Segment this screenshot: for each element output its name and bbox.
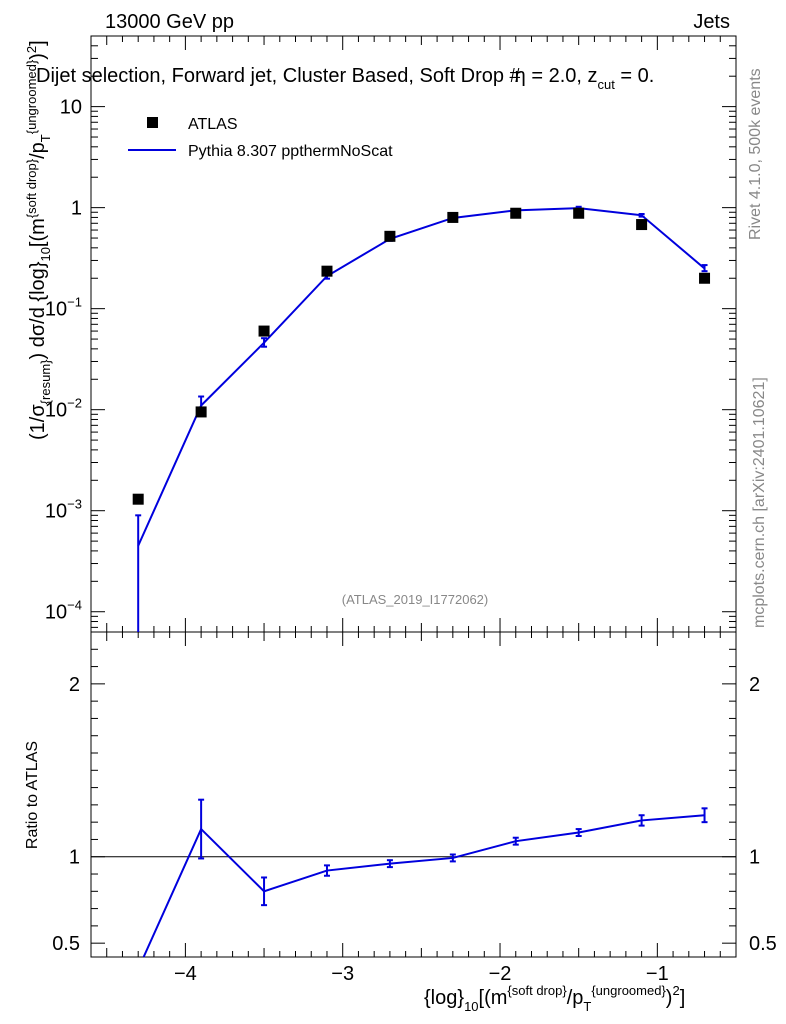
atlas-data-point (384, 230, 396, 242)
ratio-y-tick-label: 1 (69, 847, 80, 869)
mc-series-line (137, 207, 706, 547)
ratio-y-tick-label-right: 1 (749, 847, 760, 869)
atlas-data-point (699, 272, 711, 284)
atlas-data-point (573, 207, 585, 219)
ratio-y-ticks (91, 648, 736, 944)
ratio-x-ticks (90, 632, 737, 957)
main-y-tick-label: 10−4 (45, 598, 82, 624)
atlas-data-point (510, 207, 522, 219)
atlas-data-point (258, 325, 270, 337)
main-y-tick-label: 1 (71, 198, 82, 220)
category-label: Jets (693, 11, 730, 33)
main-y-tick-label: 10−3 (45, 497, 82, 523)
atlas-data-point (132, 493, 144, 505)
main-y-tick-label: 10 (60, 97, 82, 119)
main-y-tick-label: 10−1 (45, 295, 82, 321)
atlas-data-point (195, 406, 207, 418)
atlas-data-point (447, 211, 459, 223)
ratio-y-tick-label-right: 2 (749, 674, 760, 696)
legend-mc-label: Pythia 8.307 ppthermNoScat (188, 143, 393, 160)
mcplots-label: mcplots.cern.ch [arXiv:2401.10621] (751, 377, 768, 628)
svg-text:(1/σ{resum}) dσ/d {log}10[(m{s: (1/σ{resum}) dσ/d {log}10[(m{soft drop}/… (24, 40, 53, 440)
analysis-id: (ATLAS_2019_I1772062) (342, 592, 488, 607)
energy-label: 13000 GeV pp (105, 11, 234, 33)
ratio-y-tick-label: 2 (69, 674, 80, 696)
ratio-x-tick-label: −2 (489, 963, 512, 985)
legend-atlas-label: ATLAS (188, 116, 238, 133)
ratio-y-axis-label: Ratio to ATLAS (24, 741, 41, 849)
ratio-panel-frame (90, 631, 737, 958)
plot-title: Dijet selection, Forward jet, Cluster Ba… (36, 65, 654, 92)
ratio-y-tick-labels: 0.5 0.5 1 1 2 2 (52, 674, 777, 955)
atlas-data-points (132, 207, 711, 505)
main-x-ticks (90, 36, 737, 632)
main-y-tick-label: 10−2 (45, 396, 82, 422)
ratio-y-tick-label: 0.5 (52, 933, 80, 955)
atlas-data-point (321, 265, 333, 277)
ratio-x-tick-label: −1 (646, 963, 669, 985)
ratio-x-tick-labels: −4 −3 −2 −1 (174, 963, 669, 985)
atlas-data-point (636, 219, 648, 231)
main-y-tick-labels: 10−4 10−3 10−2 10−1 1 10 (45, 97, 82, 624)
rivet-label: Rivet 4.1.0, 500k events (747, 68, 764, 240)
main-y-ticks (91, 35, 736, 628)
ratio-error-bars (198, 798, 708, 907)
x-axis-label: {log}10[(m{soft drop}/pT{ungroomed})2] (424, 983, 685, 1014)
main-y-axis-label: (1/σ{resum}) dσ/d {log}10[(m{soft drop}/… (24, 40, 53, 440)
ratio-y-tick-label-right: 0.5 (749, 933, 777, 955)
legend-atlas-marker (147, 117, 158, 128)
ratio-series-line (142, 814, 705, 958)
mc-error-bars (135, 205, 708, 632)
ratio-x-tick-label: −3 (331, 963, 354, 985)
ratio-x-tick-label: −4 (174, 963, 197, 985)
